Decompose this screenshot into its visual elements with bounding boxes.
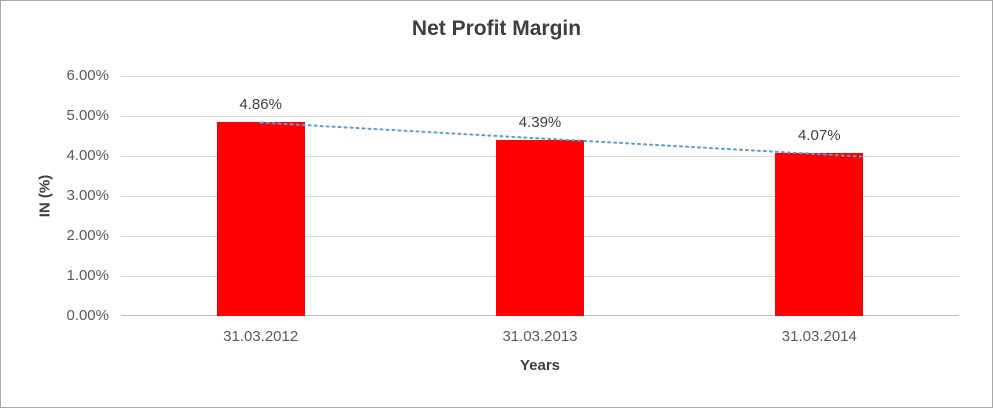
y-tick-label: 2.00%: [66, 227, 109, 244]
y-tick-label: 6.00%: [66, 67, 109, 84]
x-tick-label: 31.03.2014: [781, 328, 857, 345]
plot-area: 4.86% 4.39% 4.07%: [121, 76, 959, 316]
bar-31.03.2012: [216, 121, 305, 316]
y-tick-label: 1.00%: [66, 267, 109, 284]
bar-value-label: 4.39%: [518, 114, 562, 132]
y-tick-label: 5.00%: [66, 107, 109, 124]
bar-value-label: 4.86%: [239, 95, 282, 113]
trendline: [259, 121, 863, 158]
y-tick-label: 3.00%: [66, 187, 109, 204]
y-tick-label: 4.00%: [66, 147, 109, 164]
chart-title: Net Profit Margin: [411, 17, 582, 40]
gridline: [121, 76, 959, 77]
bar-31.03.2013: [496, 140, 584, 316]
x-tick-label: 31.03.2012: [223, 328, 299, 345]
bar-31.03.2014: [775, 153, 864, 316]
y-tick-label: 0.00%: [66, 307, 109, 324]
gridline: [121, 116, 959, 117]
x-tick-label: 31.03.2013: [502, 328, 578, 345]
trendline-segment: [259, 121, 863, 158]
x-axis-title: Years: [519, 357, 561, 374]
bar-value-label: 4.07%: [798, 127, 841, 145]
